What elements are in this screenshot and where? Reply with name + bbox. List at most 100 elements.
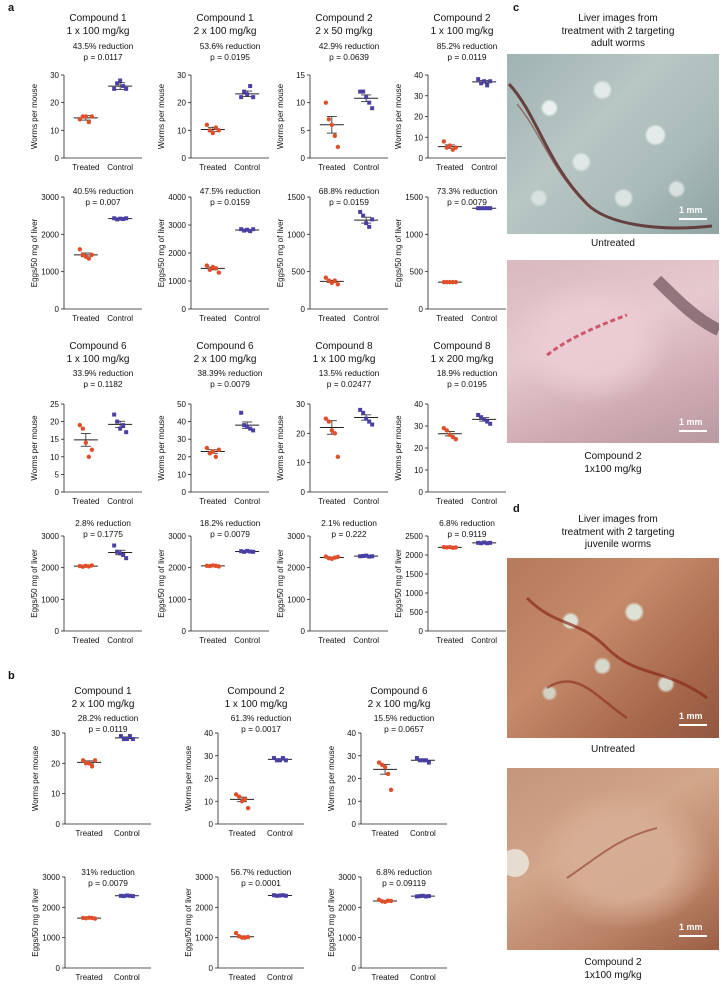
treated-point (323, 416, 329, 421)
y-axis-label: Eggs/50 mg of liver (276, 549, 285, 618)
y-tick-label: 30 (414, 422, 423, 431)
treated-point (77, 422, 83, 428)
y-tick-label: 0 (182, 627, 187, 636)
scale-bar (679, 430, 707, 432)
control-point (361, 89, 366, 94)
treated-point (335, 144, 341, 150)
treated-point (210, 130, 216, 136)
y-tick-label: 1500 (405, 193, 423, 202)
control-point (124, 216, 129, 221)
control-point (127, 734, 132, 739)
treated-point (77, 117, 83, 122)
x-tick-label: Control (471, 497, 497, 506)
treated-point (236, 794, 242, 799)
control-point (361, 213, 366, 218)
scatter-plot: 0 10 20 30 40 Worms per mouse Treated Control (394, 71, 506, 172)
control-point (112, 86, 117, 91)
control-point (364, 553, 369, 558)
control-point (476, 540, 481, 545)
control-point (130, 737, 135, 742)
y-tick-label: 30 (177, 71, 186, 80)
scale-label: 1 mm (679, 417, 703, 427)
scale-bar (679, 935, 707, 937)
y-axis-label: Eggs/50 mg of liver (30, 549, 39, 618)
scatter-plot: 0 10 20 30 40 50 Worms per mouse Treated Control (157, 400, 269, 506)
y-tick-label: 10 (177, 470, 186, 479)
y-tick-label: 1000 (338, 934, 356, 943)
scale-bar (679, 724, 707, 726)
y-tick-label: 40 (414, 71, 423, 80)
y-tick-label: 1500 (405, 570, 423, 579)
y-tick-label: 3000 (195, 873, 213, 882)
chart-stat-line: 18.2% reduction (199, 518, 261, 528)
x-tick-label: Treated (72, 636, 99, 645)
x-tick-label: Treated (318, 636, 345, 645)
x-tick-label: Treated (199, 497, 226, 506)
x-tick-label: Control (114, 829, 140, 838)
chart-stat-line: 15.5% reduction (373, 713, 435, 723)
chart-stat-line: 68.8% reduction (318, 186, 380, 196)
treated-point (207, 128, 213, 133)
y-tick-label: 0 (56, 964, 61, 973)
chart-stat-line: p = 0.0079 (210, 379, 250, 389)
control-point (121, 894, 126, 899)
scale-label: 1 mm (679, 922, 703, 932)
scatter-plot: 0 5 10 15 Worms per mouse Treated Control (276, 71, 388, 172)
x-tick-label: Treated (371, 973, 398, 982)
y-tick-label: 20 (414, 444, 423, 453)
control-point (485, 83, 490, 88)
x-tick-label: Treated (318, 497, 345, 506)
scatter-plot: 0 5 10 15 20 25 Worms per mouse Treated Control (30, 400, 142, 506)
treated-point (332, 278, 338, 283)
control-point (248, 426, 253, 431)
y-axis-label: Eggs/50 mg of liver (327, 888, 336, 957)
y-tick-label: 3000 (41, 532, 59, 541)
treated-point (77, 247, 83, 252)
panel-letter-b: b (8, 670, 15, 682)
chart-stat-line: 42.9% reduction (318, 41, 380, 51)
chart-stat-line: 53.6% reduction (199, 41, 261, 51)
y-tick-label: 5 (55, 470, 60, 479)
control-point (242, 89, 247, 94)
treated-point (335, 554, 341, 560)
y-tick-label: 3000 (41, 193, 59, 202)
control-point (124, 86, 129, 91)
treated-point (453, 145, 459, 150)
control-point (485, 541, 490, 546)
treated-point (329, 122, 335, 127)
chart-stat: 2.1% reduction p = 0.222 (290, 518, 408, 540)
control-point (283, 758, 288, 763)
y-tick-label: 0 (419, 154, 424, 163)
chart-title-line: 1 x 200 mg/kg (430, 353, 494, 365)
y-tick-label: 0 (419, 627, 424, 636)
y-axis-label: Worms per mouse (30, 83, 39, 149)
y-tick-label: 30 (414, 92, 423, 101)
y-tick-label: 10 (296, 459, 305, 468)
liver-c-title: Liver images from treatment with 2 targe… (525, 13, 711, 51)
x-tick-label: Control (234, 497, 260, 506)
y-tick-label: 10 (204, 797, 213, 806)
y-tick-label: 20 (50, 418, 59, 427)
y-tick-label: 15 (50, 435, 59, 444)
y-tick-label: 30 (296, 400, 305, 409)
y-tick-label: 10 (177, 126, 186, 135)
control-point (482, 79, 487, 84)
chart-stat-line: p = 0.1182 (83, 379, 123, 389)
control-point (248, 84, 253, 89)
x-tick-label: Control (471, 163, 497, 172)
chart-title-line: Compound 6 (69, 341, 127, 352)
chart-stat-line: p = 0.1775 (83, 529, 123, 539)
control-point (112, 543, 117, 548)
chart-stat: 47.5% reduction p = 0.0159 (171, 186, 289, 208)
y-tick-label: 40 (204, 729, 213, 738)
control-point (239, 410, 244, 415)
control-point (358, 407, 363, 412)
treated-point (385, 771, 391, 777)
y-tick-label: 0 (209, 820, 214, 829)
y-axis-label: Worms per mouse (30, 415, 39, 481)
chart-stat: 42.9% reduction p = 0.0639 (290, 41, 408, 63)
